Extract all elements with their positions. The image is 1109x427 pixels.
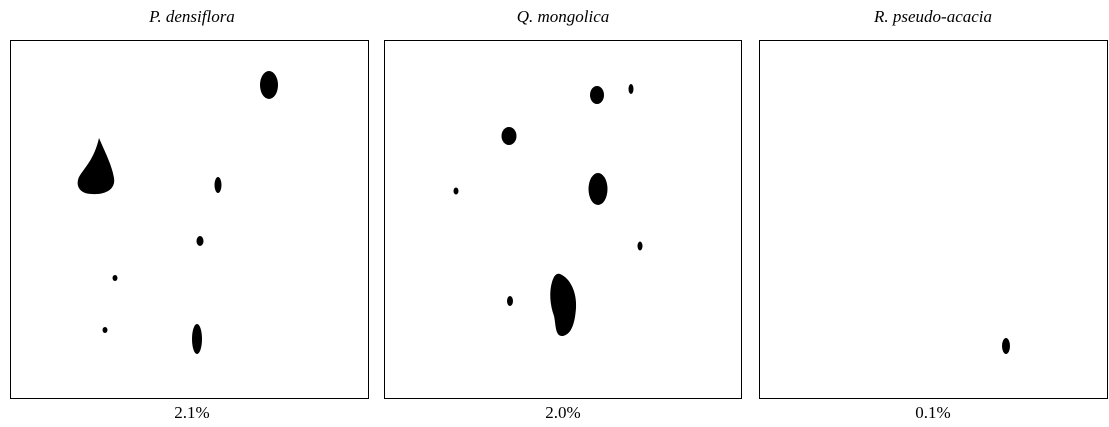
figure: P. densiflora 2.1% Q. mongolica 2.0% R. … xyxy=(0,0,1109,427)
panel-frame xyxy=(11,41,369,399)
panel-frame xyxy=(760,41,1108,399)
blob xyxy=(638,242,643,251)
blob xyxy=(215,177,222,193)
blob xyxy=(113,275,118,281)
blob xyxy=(629,84,634,94)
panel-caption: 0.1% xyxy=(915,403,950,422)
panel-title: Q. mongolica xyxy=(517,7,610,26)
panel-caption: 2.1% xyxy=(174,403,209,422)
blob xyxy=(260,71,278,99)
blob xyxy=(507,296,513,306)
blob xyxy=(502,127,517,145)
panel-frame xyxy=(385,41,742,399)
blob xyxy=(197,236,204,246)
panel-caption: 2.0% xyxy=(545,403,580,422)
blob xyxy=(1002,338,1010,354)
blob xyxy=(590,86,604,104)
panel-title: P. densiflora xyxy=(148,7,235,26)
blob xyxy=(589,173,608,205)
blob xyxy=(192,324,202,354)
panel-blobs xyxy=(1002,338,1010,354)
blob xyxy=(103,327,108,333)
panel-title: R. pseudo-acacia xyxy=(873,7,992,26)
blob xyxy=(454,188,459,195)
